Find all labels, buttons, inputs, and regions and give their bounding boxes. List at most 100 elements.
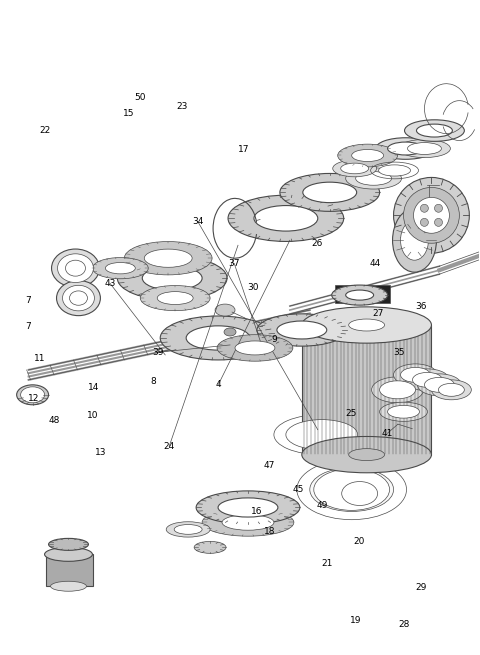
Ellipse shape bbox=[302, 307, 432, 343]
Ellipse shape bbox=[346, 168, 402, 189]
Text: 26: 26 bbox=[312, 240, 323, 248]
Ellipse shape bbox=[342, 481, 378, 506]
Ellipse shape bbox=[51, 249, 99, 288]
Ellipse shape bbox=[235, 341, 275, 355]
Text: 41: 41 bbox=[382, 429, 393, 438]
Ellipse shape bbox=[45, 548, 93, 561]
Ellipse shape bbox=[166, 522, 210, 537]
Ellipse shape bbox=[224, 328, 236, 336]
Text: 20: 20 bbox=[353, 537, 364, 546]
Ellipse shape bbox=[432, 380, 471, 400]
Ellipse shape bbox=[310, 468, 394, 512]
Text: 11: 11 bbox=[34, 354, 46, 364]
Text: 34: 34 bbox=[192, 217, 204, 226]
Text: 15: 15 bbox=[123, 109, 135, 118]
Ellipse shape bbox=[380, 402, 428, 421]
Ellipse shape bbox=[60, 256, 90, 280]
Polygon shape bbox=[302, 325, 432, 455]
Ellipse shape bbox=[420, 204, 428, 212]
Ellipse shape bbox=[348, 319, 384, 331]
Ellipse shape bbox=[387, 142, 423, 155]
Ellipse shape bbox=[352, 149, 384, 162]
Ellipse shape bbox=[280, 174, 380, 212]
Text: 7: 7 bbox=[25, 322, 31, 331]
Text: 9: 9 bbox=[272, 335, 277, 344]
Text: 14: 14 bbox=[88, 383, 100, 392]
Ellipse shape bbox=[228, 195, 344, 242]
Ellipse shape bbox=[254, 206, 318, 231]
Ellipse shape bbox=[157, 291, 193, 305]
Ellipse shape bbox=[194, 542, 226, 553]
Text: 18: 18 bbox=[264, 527, 276, 536]
Ellipse shape bbox=[400, 367, 431, 383]
FancyBboxPatch shape bbox=[46, 554, 94, 586]
Text: 27: 27 bbox=[372, 309, 384, 318]
Ellipse shape bbox=[215, 304, 235, 316]
Ellipse shape bbox=[117, 256, 227, 300]
Text: 30: 30 bbox=[248, 282, 259, 291]
Text: 49: 49 bbox=[317, 500, 328, 510]
Text: 16: 16 bbox=[251, 507, 263, 516]
Text: 19: 19 bbox=[350, 616, 361, 625]
Ellipse shape bbox=[434, 218, 443, 227]
Ellipse shape bbox=[58, 254, 94, 282]
Ellipse shape bbox=[302, 436, 432, 473]
Ellipse shape bbox=[144, 249, 192, 267]
Ellipse shape bbox=[57, 280, 100, 316]
Ellipse shape bbox=[140, 286, 210, 310]
Ellipse shape bbox=[408, 143, 442, 155]
Text: 50: 50 bbox=[135, 93, 146, 102]
Ellipse shape bbox=[406, 369, 449, 391]
Text: 39: 39 bbox=[152, 348, 163, 357]
Ellipse shape bbox=[393, 208, 436, 272]
Ellipse shape bbox=[379, 165, 410, 176]
Text: 29: 29 bbox=[415, 583, 427, 592]
Ellipse shape bbox=[142, 266, 202, 290]
Ellipse shape bbox=[387, 405, 420, 418]
Ellipse shape bbox=[417, 124, 452, 137]
Ellipse shape bbox=[65, 288, 91, 309]
Text: 8: 8 bbox=[150, 377, 156, 386]
Ellipse shape bbox=[62, 286, 95, 311]
Text: 22: 22 bbox=[39, 126, 50, 135]
Ellipse shape bbox=[413, 197, 449, 233]
Ellipse shape bbox=[174, 525, 202, 534]
Ellipse shape bbox=[70, 291, 87, 305]
Ellipse shape bbox=[438, 383, 464, 396]
Ellipse shape bbox=[21, 387, 45, 403]
Ellipse shape bbox=[356, 172, 392, 185]
Text: 10: 10 bbox=[87, 411, 98, 420]
Ellipse shape bbox=[106, 263, 135, 274]
Text: 44: 44 bbox=[369, 259, 381, 268]
FancyBboxPatch shape bbox=[335, 285, 390, 303]
Ellipse shape bbox=[400, 220, 429, 260]
Ellipse shape bbox=[217, 335, 293, 361]
Ellipse shape bbox=[332, 285, 387, 305]
Text: 7: 7 bbox=[25, 295, 31, 305]
Text: 37: 37 bbox=[228, 259, 240, 268]
Text: 4: 4 bbox=[216, 380, 221, 389]
Ellipse shape bbox=[93, 257, 148, 279]
Ellipse shape bbox=[202, 509, 294, 536]
Ellipse shape bbox=[394, 364, 437, 386]
Ellipse shape bbox=[160, 316, 276, 360]
Ellipse shape bbox=[196, 491, 300, 524]
Text: 17: 17 bbox=[238, 145, 250, 155]
Ellipse shape bbox=[48, 538, 88, 550]
Text: 45: 45 bbox=[293, 485, 304, 494]
Ellipse shape bbox=[404, 187, 459, 243]
Ellipse shape bbox=[405, 120, 464, 141]
Ellipse shape bbox=[218, 498, 278, 517]
Text: 13: 13 bbox=[96, 449, 107, 457]
Ellipse shape bbox=[398, 140, 450, 158]
Ellipse shape bbox=[333, 160, 377, 177]
Ellipse shape bbox=[124, 242, 212, 275]
Ellipse shape bbox=[286, 420, 358, 450]
Text: 43: 43 bbox=[104, 278, 116, 288]
Ellipse shape bbox=[303, 182, 357, 202]
Ellipse shape bbox=[277, 321, 327, 339]
Ellipse shape bbox=[346, 290, 373, 300]
Text: 12: 12 bbox=[27, 394, 39, 403]
Ellipse shape bbox=[420, 218, 428, 227]
Text: 35: 35 bbox=[393, 348, 405, 357]
